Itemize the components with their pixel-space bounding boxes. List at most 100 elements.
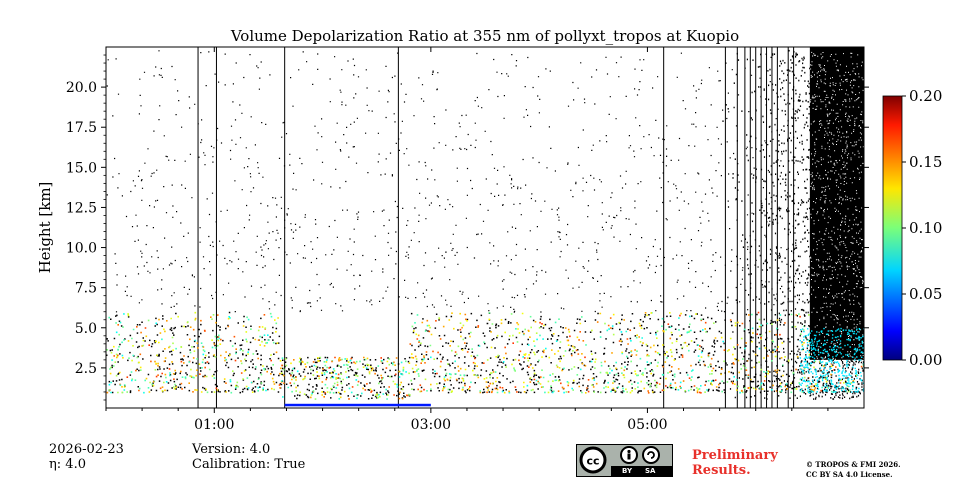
aerosol-depol-points <box>172 349 174 351</box>
aerosol-depol-points <box>591 384 593 386</box>
aerosol-depol-points <box>355 374 357 377</box>
aerosol-depol-points <box>272 364 274 366</box>
aerosol-depol-points <box>187 321 189 323</box>
calibration-label: Calibration: True <box>192 457 306 472</box>
colorbar-tick-label: 0.00 <box>909 351 942 369</box>
dense-noise-block <box>809 47 864 360</box>
aerosol-depol-points <box>213 391 216 393</box>
aerosol-depol-points <box>655 386 658 389</box>
aerosol-depol-points <box>159 387 162 390</box>
aerosol-depol-points <box>371 390 373 392</box>
aerosol-depol-points <box>490 331 492 333</box>
aerosol-depol-points <box>617 386 620 388</box>
colorbar-tick-label: 0.10 <box>909 219 942 237</box>
aerosol-depol-points <box>240 362 243 365</box>
y-tick-label: 7.5 <box>75 281 97 297</box>
low-depol-band <box>284 403 431 407</box>
aerosol-depol-points <box>119 384 122 386</box>
aerosol-depol-points <box>527 344 530 346</box>
aerosol-depol-points <box>321 381 324 383</box>
aerosol-depol-points <box>697 355 700 357</box>
colorbar-tick-label: 0.20 <box>909 87 942 105</box>
aerosol-depol-points <box>338 360 340 362</box>
aerosol-depol-points <box>400 381 402 384</box>
metadata-version-block: Version: 4.0 Calibration: True <box>192 442 305 472</box>
near-surface-low-depol-points <box>799 327 864 394</box>
aerosol-depol-points <box>366 363 368 366</box>
aerosol-depol-points <box>145 377 148 380</box>
eta-label: η: 4.0 <box>49 457 86 472</box>
aerosol-depol-points <box>472 361 475 364</box>
aerosol-depol-points <box>422 358 425 361</box>
x-tick-label: 05:00 <box>627 417 667 433</box>
y-tick-label: 10.0 <box>66 241 97 257</box>
aerosol-depol-points <box>312 361 315 363</box>
y-tick-label: 2.5 <box>75 361 97 377</box>
version-label: Version: 4.0 <box>192 442 271 457</box>
preliminary-line-1: Preliminary <box>692 448 778 463</box>
aerosol-depol-points <box>579 368 582 371</box>
aerosol-depol-points <box>577 353 580 355</box>
aerosol-depol-points <box>523 391 526 393</box>
license-line-1: © TROPOS & FMI 2026. <box>806 460 901 469</box>
aerosol-depol-points <box>612 313 615 316</box>
aerosol-depol-points <box>369 388 372 391</box>
license-line-2: CC BY SA 4.0 License. <box>806 470 893 479</box>
aerosol-depol-points <box>429 326 431 329</box>
preliminary-line-2: Results. <box>692 463 751 478</box>
aerosol-depol-points <box>529 315 532 318</box>
aerosol-depol-points <box>607 381 609 384</box>
aerosol-depol-points <box>217 344 219 347</box>
aerosol-depol-points <box>108 316 110 319</box>
preliminary-notice: Preliminary Results. <box>692 448 778 478</box>
aerosol-depol-points <box>415 333 418 336</box>
aerosol-depol-points <box>675 340 678 343</box>
aerosol-depol-points <box>557 350 560 352</box>
colorbar <box>882 95 903 361</box>
cc-strip: BY SA <box>611 466 672 476</box>
y-axis-label: Height [km] <box>36 182 54 274</box>
cc-icon-text: cc <box>586 455 599 468</box>
aerosol-depol-points <box>180 382 183 385</box>
colorbar-tick-label: 0.05 <box>909 285 942 303</box>
aerosol-depol-points <box>412 357 415 359</box>
x-tick-label: 03:00 <box>411 417 451 433</box>
colorbar-tick-label: 0.15 <box>909 153 942 171</box>
metadata-date-block: 2026-02-23 η: 4.0 <box>49 442 124 472</box>
sa-label: SA <box>645 467 656 475</box>
aerosol-depol-points <box>763 380 766 382</box>
plot-frame <box>105 46 865 409</box>
aerosol-depol-points <box>728 349 730 351</box>
aerosol-depol-points <box>357 380 360 383</box>
aerosol-depol-points <box>585 392 587 394</box>
depolarization-chart: Volume Depolarization Ratio at 355 nm of… <box>36 27 942 440</box>
aerosol-depol-points <box>640 327 643 329</box>
aerosol-depol-points <box>555 340 558 342</box>
aerosol-depol-points <box>704 384 706 386</box>
aerosol-depol-points <box>662 344 664 346</box>
aerosol-depol-points <box>721 380 724 383</box>
y-tick-label: 17.5 <box>66 120 97 136</box>
chart-title: Volume Depolarization Ratio at 355 nm of… <box>230 27 739 45</box>
cc-icon <box>579 446 607 474</box>
aerosol-depol-points <box>820 389 822 392</box>
aerosol-depol-points <box>312 374 315 376</box>
aerosol-depol-points <box>106 391 109 394</box>
y-tick-label: 12.5 <box>66 200 97 216</box>
aerosol-depol-points <box>551 349 553 351</box>
aerosol-depol-points <box>433 358 435 360</box>
sa-icon <box>642 446 660 464</box>
x-tick-label: 01:00 <box>194 417 234 433</box>
aerosol-depol-points <box>591 353 593 355</box>
aerosol-depol-points <box>417 334 420 337</box>
aerosol-depol-points <box>661 325 663 327</box>
y-tick-label: 15.0 <box>66 160 97 176</box>
aerosol-depol-points <box>658 383 661 385</box>
data-layer <box>106 47 864 408</box>
aerosol-depol-points <box>637 386 639 388</box>
y-tick-label: 5.0 <box>75 321 97 337</box>
x-axis-label: Time [UTC] <box>442 439 531 440</box>
y-tick-label: 20.0 <box>66 80 97 96</box>
license-notice: © TROPOS & FMI 2026. CC BY SA 4.0 Licens… <box>806 460 901 480</box>
by-label: BY <box>622 467 633 475</box>
